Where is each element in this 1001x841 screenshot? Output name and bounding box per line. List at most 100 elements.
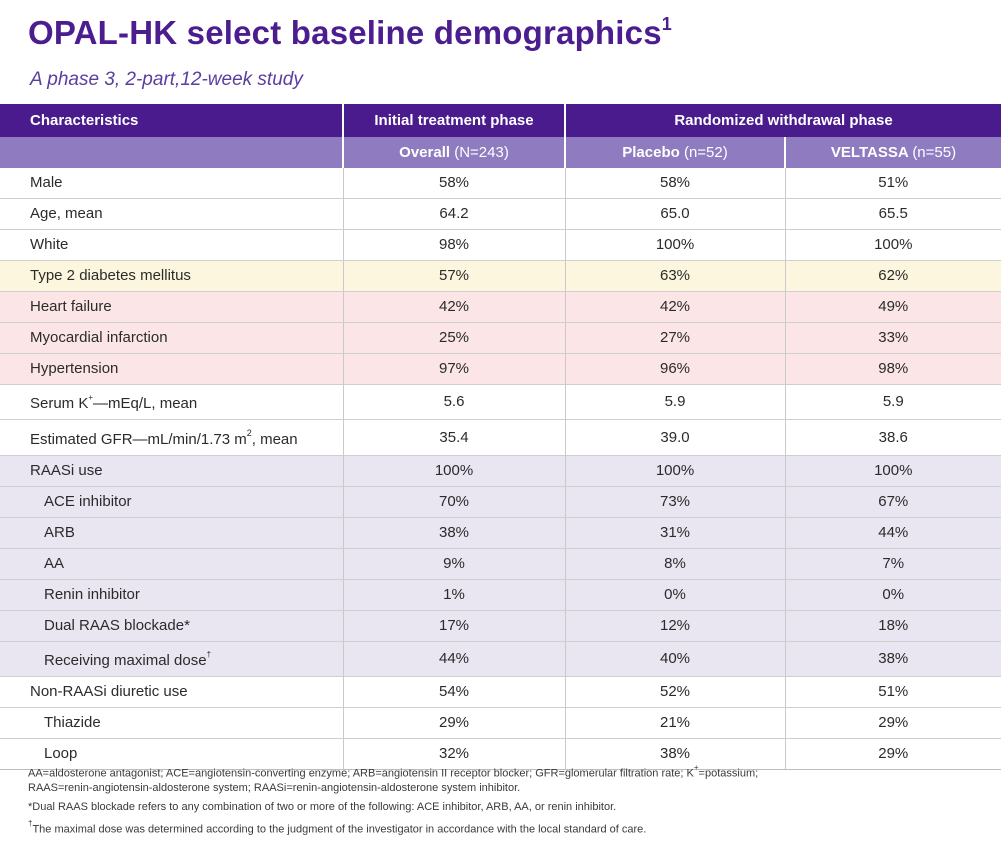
header-veltassa-label: VELTASSA — [830, 144, 909, 161]
footnote-maximal-dose: †The maximal dose was determined accordi… — [28, 819, 978, 837]
cell-placebo: 0% — [564, 579, 785, 611]
cell-overall: 100% — [342, 455, 565, 487]
superscript-plus: + — [693, 763, 699, 772]
footnote-abbr-line2: RAAS=renin-angiotensin-aldosterone syste… — [28, 781, 521, 794]
cell-overall: 35.4 — [342, 419, 565, 456]
table-row: Estimated GFR—mL/min/1.73 m2, mean 35.4 … — [0, 419, 1001, 456]
row-label: ARB — [0, 517, 343, 549]
row-label: AA — [0, 548, 343, 580]
header-overall: Overall (N=243) — [342, 137, 565, 168]
table-row: ARB 38% 31% 44% — [0, 517, 1001, 549]
header-placebo-label: Placebo — [622, 144, 680, 161]
cell-veltassa: 65.5 — [784, 198, 1001, 230]
header-veltassa-n: (n=55) — [912, 144, 957, 161]
cell-placebo: 52% — [564, 676, 785, 708]
table-row: Non-RAASi diuretic use 54% 52% 51% — [0, 676, 1001, 708]
cell-veltassa: 7% — [784, 548, 1001, 580]
cell-placebo: 42% — [564, 291, 785, 323]
row-label: Receiving maximal dose† — [0, 641, 343, 677]
superscript-plus: + — [88, 393, 94, 402]
cell-overall: 17% — [342, 610, 565, 642]
cell-placebo: 12% — [564, 610, 785, 642]
row-label: Type 2 diabetes mellitus — [0, 260, 343, 292]
header-overall-n: (N=243) — [454, 144, 509, 161]
header-characteristics: Characteristics — [0, 104, 343, 137]
cell-veltassa: 38% — [784, 641, 1001, 677]
cell-veltassa: 0% — [784, 579, 1001, 611]
table-row: Type 2 diabetes mellitus 57% 63% 62% — [0, 260, 1001, 292]
header-row-groups: Overall (N=243) Placebo (n=52) VELTASSA … — [0, 137, 1001, 168]
table-row: ACE inhibitor 70% 73% 67% — [0, 486, 1001, 518]
superscript-squared: 2 — [246, 428, 252, 438]
header-row-phases: Characteristics Initial treatment phase … — [0, 104, 1001, 137]
cell-overall: 98% — [342, 229, 565, 261]
header-empty-cell — [0, 137, 343, 168]
row-label: Estimated GFR—mL/min/1.73 m2, mean — [0, 419, 343, 456]
cell-placebo: 40% — [564, 641, 785, 677]
cell-veltassa: 33% — [784, 322, 1001, 354]
row-label: Hypertension — [0, 353, 343, 385]
table-row: Myocardial infarction 25% 27% 33% — [0, 322, 1001, 354]
row-label-text: Receiving maximal dose — [44, 652, 207, 669]
cell-veltassa: 51% — [784, 168, 1001, 199]
row-label: ACE inhibitor — [0, 486, 343, 518]
table-row: Thiazide 29% 21% 29% — [0, 707, 1001, 739]
cell-overall: 29% — [342, 707, 565, 739]
footnote-dual-blockade: *Dual RAAS blockade refers to any combin… — [28, 800, 617, 813]
row-label: Serum K+—mEq/L, mean — [0, 384, 343, 420]
cell-overall: 64.2 — [342, 198, 565, 230]
cell-placebo: 58% — [564, 168, 785, 199]
cell-overall: 25% — [342, 322, 565, 354]
cell-placebo: 8% — [564, 548, 785, 580]
table-row: White 98% 100% 100% — [0, 229, 1001, 261]
cell-veltassa: 51% — [784, 676, 1001, 708]
cell-veltassa: 67% — [784, 486, 1001, 518]
footnote-maximal-text: The maximal dose was determined accordin… — [32, 823, 647, 836]
row-label: Loop — [0, 738, 343, 770]
footnote-abbreviations: AA=aldosterone antagonist; ACE=angiotens… — [28, 763, 978, 795]
row-label-suffix: , mean — [251, 431, 298, 448]
cell-overall: 32% — [342, 738, 565, 770]
cell-overall: 70% — [342, 486, 565, 518]
table-row: Age, mean 64.2 65.0 65.5 — [0, 198, 1001, 230]
cell-placebo: 100% — [564, 455, 785, 487]
table-row: Serum K+—mEq/L, mean 5.6 5.9 5.9 — [0, 384, 1001, 420]
table-row: Renin inhibitor 1% 0% 0% — [0, 579, 1001, 611]
table-row: Male 58% 58% 51% — [0, 168, 1001, 199]
row-label: Renin inhibitor — [0, 579, 343, 611]
cell-veltassa: 100% — [784, 229, 1001, 261]
cell-overall: 42% — [342, 291, 565, 323]
footnote-abbr-line1: AA=aldosterone antagonist; ACE=angiotens… — [28, 767, 694, 780]
row-label: RAASi use — [0, 455, 343, 487]
cell-overall: 58% — [342, 168, 565, 199]
footnotes: AA=aldosterone antagonist; ACE=angiotens… — [28, 763, 978, 841]
cell-overall: 5.6 — [342, 384, 565, 420]
cell-veltassa: 100% — [784, 455, 1001, 487]
row-label: Non-RAASi diuretic use — [0, 676, 343, 708]
page-subtitle: A phase 3, 2-part,12-week study — [30, 69, 303, 90]
cell-placebo: 38% — [564, 738, 785, 770]
title-reference-mark: 1 — [661, 14, 672, 34]
cell-veltassa: 29% — [784, 738, 1001, 770]
row-label: Male — [0, 168, 343, 199]
table-row: RAASi use 100% 100% 100% — [0, 455, 1001, 487]
header-placebo-n: (n=52) — [683, 144, 728, 161]
header-overall-label: Overall — [399, 144, 451, 161]
cell-veltassa: 98% — [784, 353, 1001, 385]
cell-placebo: 39.0 — [564, 419, 785, 456]
header-placebo: Placebo (n=52) — [564, 137, 785, 168]
row-label-suffix: —mEq/L, mean — [93, 395, 198, 412]
row-label: Age, mean — [0, 198, 343, 230]
cell-veltassa: 29% — [784, 707, 1001, 739]
header-randomized-phase: Randomized withdrawal phase — [564, 104, 1001, 137]
row-label: Dual RAAS blockade* — [0, 610, 343, 642]
cell-placebo: 96% — [564, 353, 785, 385]
cell-placebo: 100% — [564, 229, 785, 261]
cell-veltassa: 44% — [784, 517, 1001, 549]
page-title: OPAL-HK select baseline demographics1 — [28, 14, 672, 52]
row-label-text: Serum K — [30, 395, 89, 412]
cell-overall: 1% — [342, 579, 565, 611]
dagger-mark: † — [28, 818, 33, 828]
cell-veltassa: 62% — [784, 260, 1001, 292]
cell-placebo: 65.0 — [564, 198, 785, 230]
